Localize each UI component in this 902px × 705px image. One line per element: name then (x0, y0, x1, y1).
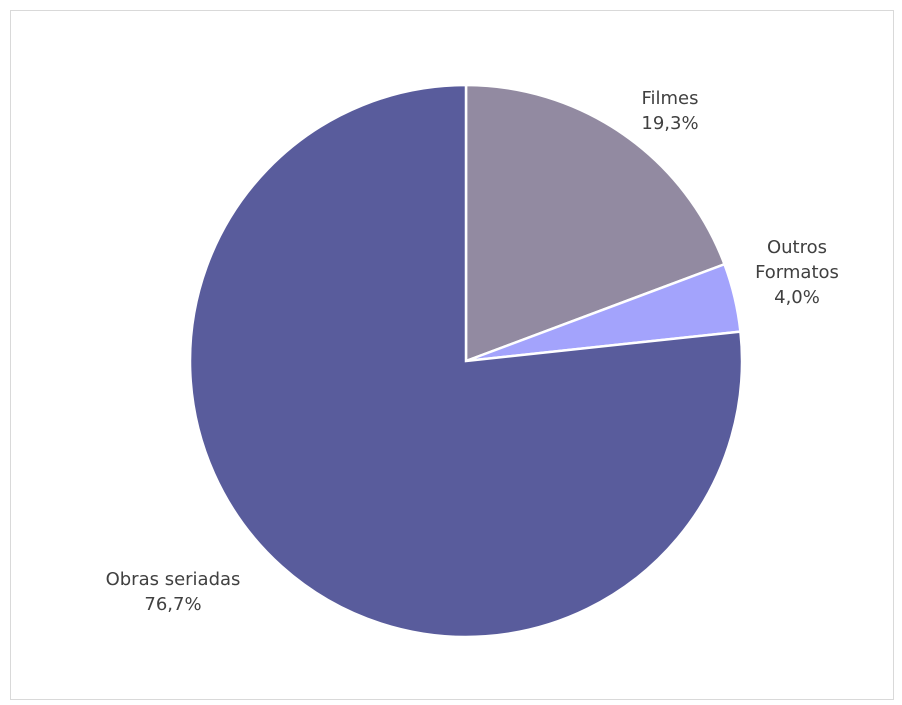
data-label-category: Filmes (641, 88, 698, 109)
pie-slices (188, 83, 744, 639)
pie-labels: Filmes 19,3% Outros Formatos 4,0% Obras seria… (106, 88, 839, 615)
data-label-category: Formatos (755, 262, 839, 283)
data-label-value: 4,0% (774, 287, 820, 308)
data-label-outros-formatos: Outros Formatos 4,0% (755, 237, 839, 308)
data-label-category: Outros (767, 237, 827, 258)
pie-slice-filmes (464, 83, 727, 363)
pie-slice-obras-seriadas (188, 83, 744, 639)
data-label-category: Obras seriadas (106, 569, 241, 590)
data-label-filmes: Filmes 19,3% (641, 88, 698, 134)
data-label-value: 19,3% (641, 113, 698, 134)
data-label-value: 76,7% (144, 594, 201, 615)
data-label-obras-seriadas: Obras seriadas 76,7% (106, 569, 241, 615)
